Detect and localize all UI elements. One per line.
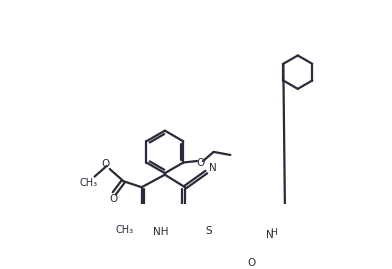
Text: H: H	[270, 228, 277, 236]
Text: S: S	[205, 226, 212, 236]
Text: O: O	[248, 258, 256, 268]
Text: CH₃: CH₃	[115, 225, 133, 235]
Text: N: N	[209, 163, 216, 173]
Text: N: N	[266, 230, 274, 240]
Text: O: O	[109, 194, 118, 204]
Text: O: O	[102, 159, 110, 169]
Text: CH₃: CH₃	[80, 178, 98, 188]
Text: O: O	[197, 158, 205, 168]
Text: NH: NH	[152, 227, 168, 237]
